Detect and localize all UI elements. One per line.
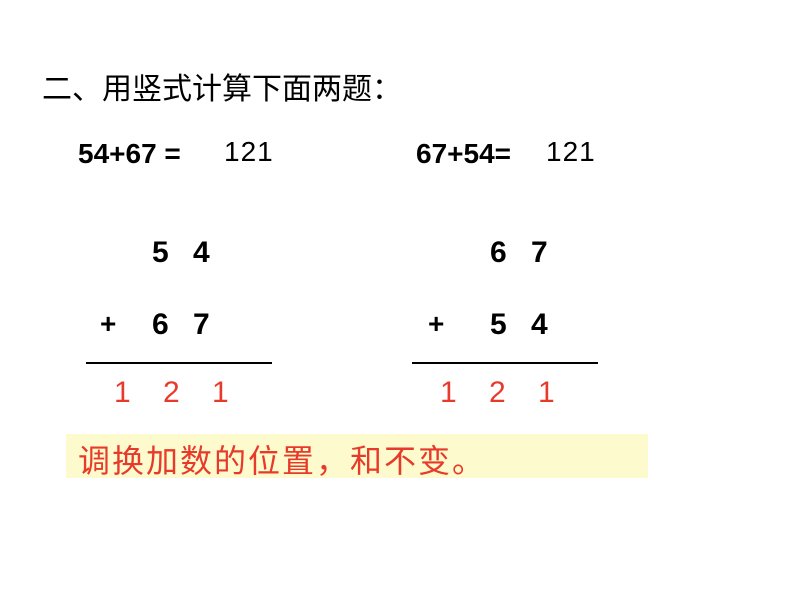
vertical-left-top: 5 4: [152, 236, 218, 270]
vertical-left-bottom: 6 7: [152, 308, 218, 342]
vertical-left-line: [86, 362, 272, 364]
vertical-right-bottom: 5 4: [490, 308, 556, 342]
conclusion-text: 调换加数的位置，和不变。: [78, 436, 486, 482]
vertical-right-result: 1 2 1: [440, 376, 567, 410]
section-title: 二、用竖式计算下面两题：: [42, 64, 402, 108]
equation-left-result: 121: [224, 136, 274, 168]
vertical-left-plus: +: [100, 308, 116, 340]
equation-right-result: 121: [546, 136, 596, 168]
vertical-right-top: 6 7: [490, 236, 556, 270]
vertical-right-plus: +: [428, 308, 444, 340]
vertical-left-result: 1 2 1: [114, 376, 241, 410]
equation-right-label: 67+54=: [416, 138, 511, 170]
vertical-right-line: [412, 362, 598, 364]
equation-left-label: 54+67 =: [78, 138, 181, 170]
